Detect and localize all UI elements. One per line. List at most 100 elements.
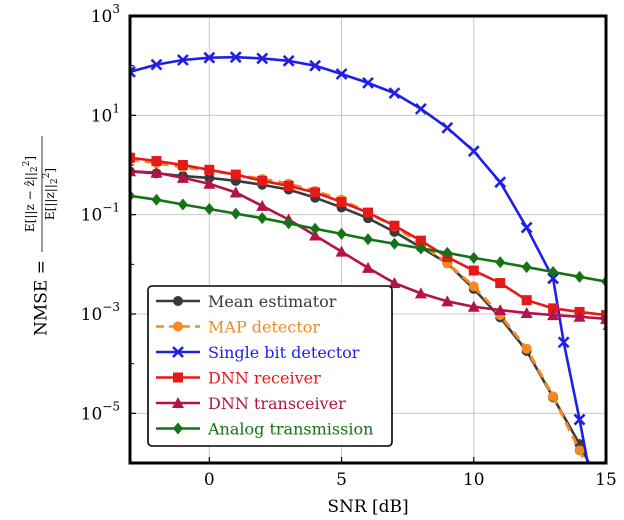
- data-point-map-detector: [468, 281, 479, 292]
- data-point-single-bit-detector: [309, 59, 322, 72]
- y-axis-label-numerator: E[||z − ẑ||22]: [22, 156, 40, 232]
- data-point-dnn-transceiver: [309, 229, 322, 241]
- data-point-analog-transmission: [548, 266, 559, 279]
- legend-label: DNN transceiver: [208, 394, 346, 413]
- legend-label: Analog transmission: [207, 420, 373, 439]
- data-point-single-bit-detector: [203, 51, 216, 64]
- data-point-dnn-transceiver: [229, 186, 242, 198]
- data-point-dnn-transceiver: [414, 287, 427, 299]
- data-point-dnn-transceiver: [150, 166, 163, 178]
- data-point-analog-transmission: [230, 207, 241, 220]
- x-tick-label: 5: [336, 470, 347, 490]
- y-tick-label: 10−3: [81, 300, 120, 325]
- legend-label: Single bit detector: [208, 343, 360, 362]
- data-point-single-bit-detector: [388, 87, 401, 100]
- legend-entry-map-detector: MAP detector: [156, 318, 320, 337]
- data-point-map-detector: [548, 391, 559, 402]
- data-point-single-bit-detector: [282, 54, 295, 67]
- legend-entry-dnn-transceiver: DNN transceiver: [156, 394, 346, 413]
- legend-marker: [173, 372, 183, 383]
- data-point-analog-transmission: [310, 222, 321, 235]
- legend-entry-mean-estimator: Mean estimator: [156, 292, 337, 311]
- data-point-single-bit-detector: [557, 336, 570, 349]
- data-point-analog-transmission: [257, 212, 268, 225]
- data-point-dnn-transceiver: [573, 310, 586, 322]
- legend-entry-dnn-receiver: DNN receiver: [156, 369, 321, 388]
- data-point-dnn-receiver: [389, 220, 400, 231]
- data-point-dnn-receiver: [283, 180, 294, 191]
- data-point-single-bit-detector: [593, 512, 603, 520]
- data-point-analog-transmission: [521, 261, 532, 274]
- data-point-dnn-receiver: [230, 169, 241, 180]
- data-point-analog-transmission: [177, 198, 188, 211]
- data-point-dnn-transceiver: [176, 171, 189, 183]
- data-point-analog-transmission: [442, 246, 453, 259]
- data-point-dnn-receiver: [257, 175, 268, 186]
- legend-box: [147, 285, 393, 447]
- y-axis-label: NMSE = E[||z − ẑ||22] E[||z||22]: [22, 136, 60, 336]
- legend-label: DNN receiver: [208, 369, 321, 388]
- data-point-analog-transmission: [336, 227, 347, 240]
- data-point-single-bit-detector: [130, 65, 136, 78]
- data-point-dnn-receiver: [130, 152, 135, 163]
- data-point-analog-transmission: [389, 237, 400, 250]
- y-tick-label: 10−1: [81, 201, 120, 226]
- data-point-dnn-transceiver: [547, 309, 560, 321]
- data-point-dnn-receiver: [310, 187, 321, 198]
- data-point-analog-transmission: [363, 233, 373, 246]
- data-point-dnn-receiver: [336, 196, 347, 207]
- data-point-dnn-transceiver: [362, 261, 374, 273]
- x-tick-label: 15: [595, 470, 617, 490]
- data-point-dnn-receiver: [151, 156, 162, 167]
- data-point-analog-transmission: [283, 217, 294, 230]
- y-tick-label: 10−5: [81, 399, 120, 424]
- y-axis-label-denominator: E[||z||22]: [42, 168, 60, 220]
- legend: Mean estimator MAP detector Single bit det…: [147, 285, 393, 447]
- data-point-single-bit-detector: [176, 54, 189, 66]
- plot-frame: [128, 14, 608, 465]
- legend-marker: [173, 321, 183, 332]
- legend-marker: [172, 346, 184, 358]
- series-line-analog-transmission: [130, 194, 606, 284]
- data-point-analog-transmission: [204, 203, 215, 216]
- data-point-dnn-transceiver: [520, 306, 533, 318]
- legend-label: MAP detector: [208, 318, 320, 337]
- data-point-single-bit-detector: [573, 413, 586, 426]
- data-point-mean-estimator: [601, 493, 611, 503]
- data-point-single-bit-detector: [520, 221, 533, 234]
- y-axis-label-lhs: NMSE =: [32, 260, 52, 336]
- x-axis-label: SNR [dB]: [327, 497, 408, 517]
- data-point-single-bit-detector: [335, 68, 348, 80]
- data-point-dnn-receiver: [495, 278, 506, 289]
- data-point-map-detector: [574, 445, 585, 456]
- legend-entry-single-bit-detector: Single bit detector: [156, 343, 360, 362]
- data-point-analog-transmission: [151, 193, 162, 206]
- x-tick-label: 0: [204, 470, 215, 490]
- data-point-single-bit-detector: [467, 145, 480, 158]
- data-point-single-bit-detector: [362, 76, 374, 89]
- series-analog-transmission: [130, 189, 606, 288]
- legend-marker: [173, 296, 183, 306]
- data-point-single-bit-detector: [414, 102, 427, 115]
- data-point-dnn-transceiver: [256, 199, 269, 211]
- data-point-dnn-receiver: [521, 295, 532, 306]
- legend-label: Mean estimator: [208, 292, 337, 311]
- x-tick-label: 10: [463, 470, 485, 490]
- data-point-map-detector: [521, 343, 532, 354]
- legend-entry-analog-transmission: Analog transmission: [156, 420, 373, 439]
- data-point-dnn-transceiver: [335, 245, 348, 257]
- data-point-analog-transmission: [574, 270, 585, 283]
- data-point-dnn-receiver: [363, 207, 373, 218]
- data-point-dnn-receiver: [548, 303, 559, 314]
- data-point-dnn-transceiver: [203, 177, 216, 189]
- data-point-map-detector: [601, 499, 611, 509]
- data-point-single-bit-detector: [547, 272, 560, 285]
- data-point-analog-transmission: [415, 242, 426, 255]
- y-tick-label: 101: [91, 101, 120, 126]
- data-point-dnn-receiver: [601, 310, 606, 321]
- data-point-analog-transmission: [468, 251, 479, 264]
- data-point-single-bit-detector: [150, 58, 163, 71]
- ticks: 0 5 10 15 103 101 10−1 10−3 10−5: [81, 2, 617, 490]
- data-point-single-bit-detector: [441, 121, 454, 134]
